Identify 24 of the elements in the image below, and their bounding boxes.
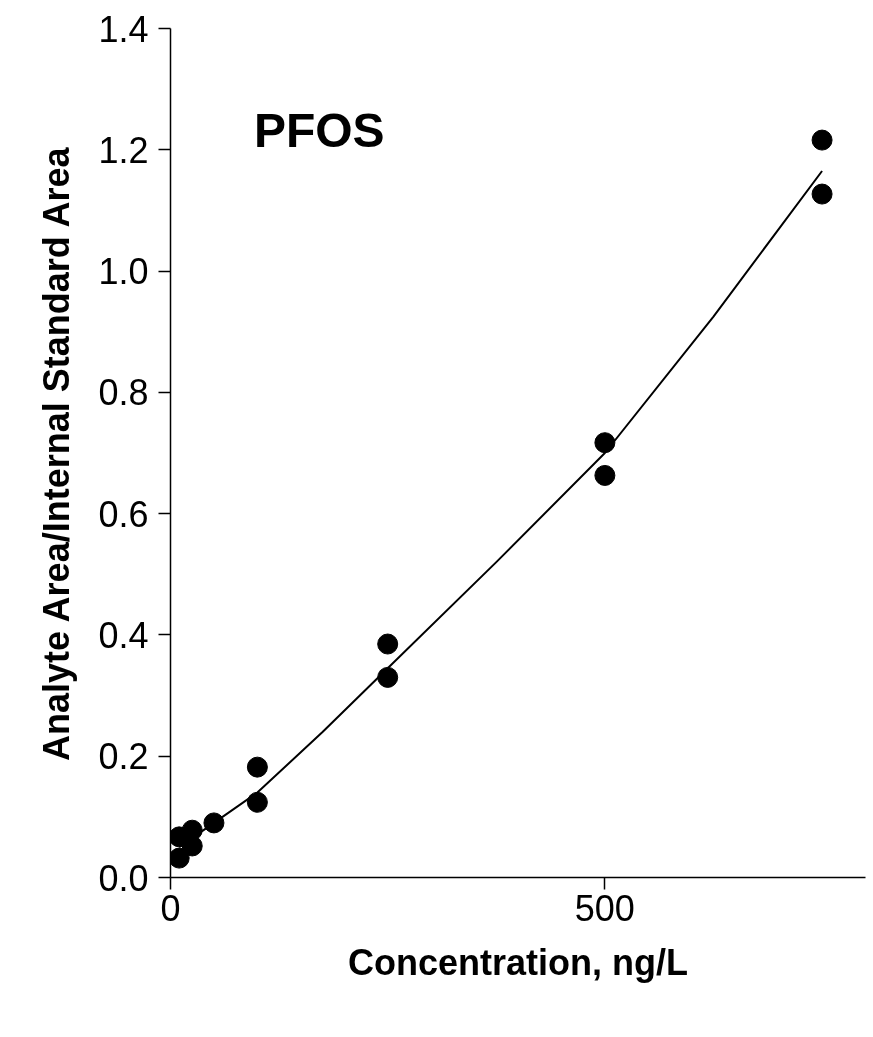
y-tick-label: 0.8 <box>98 372 149 414</box>
y-axis-title: Analyte Area/Internal Standard Area <box>36 146 78 762</box>
annotation: PFOS <box>253 103 385 157</box>
point <box>811 129 833 151</box>
x-tick-label: 500 <box>574 887 635 929</box>
point <box>181 835 203 857</box>
y-tick-label: 0.2 <box>98 736 149 778</box>
y-tick-label: 1.2 <box>98 129 149 171</box>
x-axis-title: Concentration, ng/L <box>348 941 688 983</box>
y-tick-label: 0.6 <box>98 493 149 535</box>
point <box>594 432 616 454</box>
point <box>377 666 399 688</box>
y-tick-label: 0.0 <box>98 857 149 899</box>
point <box>811 183 833 205</box>
y-tick-label: 1.0 <box>98 251 149 293</box>
point <box>377 633 399 655</box>
point <box>246 791 268 813</box>
point <box>170 847 190 869</box>
point <box>246 756 268 778</box>
point <box>594 464 616 486</box>
y-tick-label: 0.4 <box>98 614 149 656</box>
point <box>203 812 225 834</box>
x-tick-label: 0 <box>160 887 181 929</box>
y-tick-label: 1.4 <box>98 8 149 50</box>
